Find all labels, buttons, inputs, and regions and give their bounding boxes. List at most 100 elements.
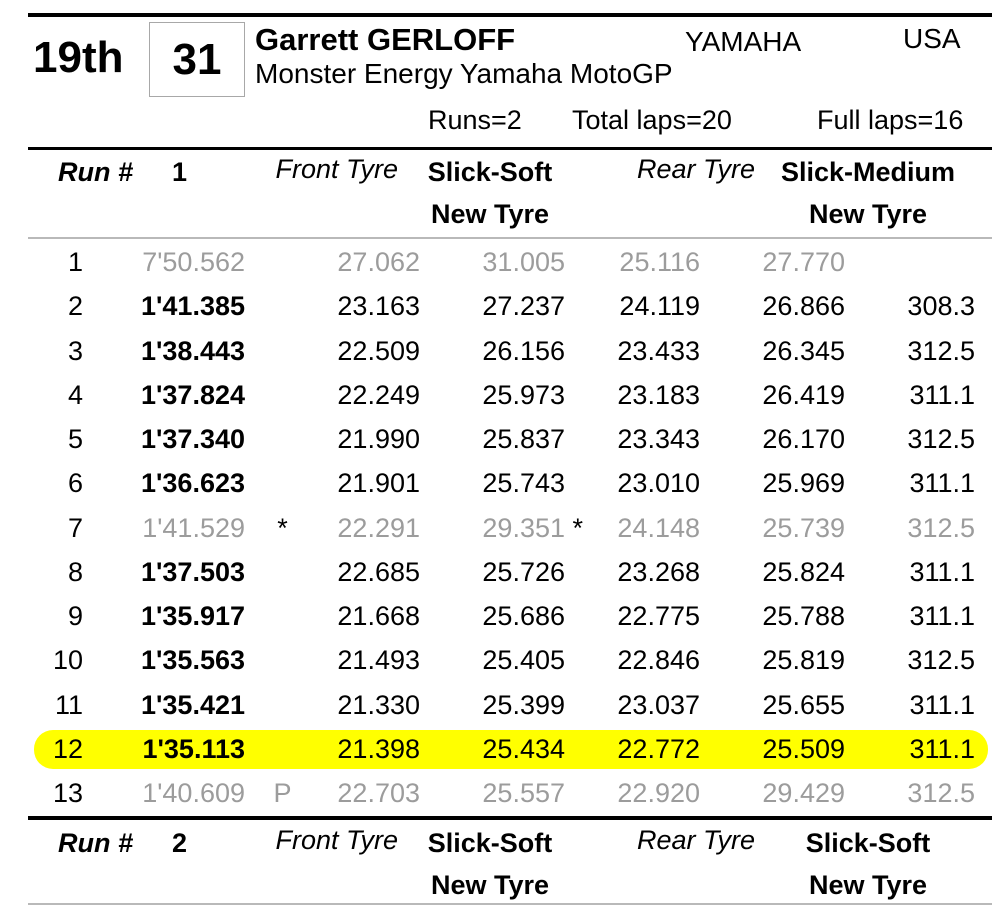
sector-4-time: 25.788 [762, 601, 845, 631]
sector-4-time: 25.819 [762, 645, 845, 676]
sector-3-time: 23.010 [617, 468, 700, 499]
sector-2-time: 29.351 * [425, 506, 583, 550]
sector-1-time: 21.493 [337, 645, 420, 676]
run2-header: Run # 2 Front Tyre Slick-Soft New Tyre R… [0, 821, 992, 909]
top-speed: 312.5 [907, 424, 975, 454]
sector-3-time: 24.119 [619, 291, 700, 322]
lap-row: 6 1'36.623 21.901 25.743 23.010 25.969 3… [0, 461, 992, 505]
lap-number: 10 [52, 645, 83, 676]
lap-flag [250, 683, 315, 727]
lap-time: 1'35.113 [142, 733, 245, 764]
run1-header: Run # 1 Front Tyre Slick-Soft New Tyre R… [0, 150, 992, 238]
lap-number: 9 [67, 601, 83, 631]
lap-row: 10 1'35.563 21.493 25.405 22.846 25.819 … [0, 638, 992, 682]
top-speed: 311.1 [909, 556, 975, 587]
run1-header-rule [28, 237, 992, 239]
lap-flag [250, 461, 315, 505]
sector-1-time: 21.398 [337, 733, 420, 764]
lap-table: 1 7'50.562 27.062 31.005 25.116 27.770 2… [0, 240, 992, 815]
sector-2-time: 25.726 [425, 550, 570, 594]
sector-1-time: 21.330 [337, 689, 420, 720]
sector-1-time: 22.509 [337, 335, 420, 366]
sector-3-time: 23.268 [617, 556, 700, 587]
run-label: Run # [58, 828, 134, 858]
run-number: 1 [172, 157, 188, 187]
sector-2-value: 25.405 [482, 645, 565, 676]
lap-flag [250, 240, 315, 284]
top-speed [850, 240, 980, 284]
sector-2-value: 25.743 [482, 468, 565, 499]
top-speed: 312.5 [907, 335, 975, 366]
run-label: Run # [58, 157, 134, 187]
top-rule [28, 13, 992, 17]
lap-time: 1'37.503 [140, 556, 245, 587]
lap-flag [250, 727, 315, 771]
rear-tyre-status: New Tyre [808, 199, 928, 229]
lap-flag [250, 594, 315, 638]
front-tyre-status: New Tyre [430, 870, 550, 900]
lap-number: 7 [67, 512, 83, 543]
lap-number: 8 [67, 556, 83, 587]
lap-row: 12 1'35.113 21.398 25.434 22.772 25.509 … [0, 727, 992, 771]
sector-4-time: 25.509 [762, 733, 845, 764]
sector-2-time: 25.837 [425, 417, 570, 461]
lap-time: 1'35.563 [140, 645, 245, 676]
sector-3-time: 22.920 [617, 778, 700, 808]
lap-row: 8 1'37.503 22.685 25.726 23.268 25.824 3… [0, 550, 992, 594]
classification-position: 19th [33, 33, 124, 82]
full-laps: Full laps=16 [817, 105, 964, 135]
country: USA [903, 23, 961, 54]
sector-2-time: 25.399 [425, 683, 570, 727]
lap-row: 11 1'35.421 21.330 25.399 23.037 25.655 … [0, 683, 992, 727]
lap-row: 7 1'41.529 * 22.291 29.351 * 24.148 25.73… [0, 506, 992, 550]
header-bottom-rule [28, 147, 992, 150]
lap-flag [250, 417, 315, 461]
sector-4-time: 27.770 [762, 247, 845, 277]
sector-1-time: 22.291 [337, 512, 420, 543]
sector-4-time: 26.170 [762, 424, 845, 454]
lap-row: 9 1'35.917 21.668 25.686 22.775 25.788 3… [0, 594, 992, 638]
sector-2-value: 25.726 [482, 556, 565, 587]
sector-3-time: 22.775 [617, 601, 700, 631]
front-tyre-label: Front Tyre [275, 154, 398, 184]
front-tyre-compound: Slick-Soft [427, 828, 553, 858]
lap-number: 5 [67, 424, 83, 454]
sector-2-time: 25.405 [425, 638, 570, 682]
rear-tyre-compound: Slick-Medium [780, 157, 956, 187]
rear-tyre-compound: Slick-Soft [805, 828, 931, 858]
sector-3-time: 23.037 [617, 689, 700, 720]
sector-1-time: 22.703 [337, 778, 420, 808]
top-speed: 311.1 [909, 733, 975, 764]
sector-2-value: 25.837 [482, 424, 565, 454]
sector-2-time: 25.557 [425, 771, 570, 815]
sector-4-time: 26.345 [762, 335, 845, 366]
lap-row: 1 7'50.562 27.062 31.005 25.116 27.770 [0, 240, 992, 284]
lap-flag: P [273, 778, 292, 808]
lap-time: 1'35.421 [140, 689, 245, 720]
lap-flag [250, 373, 315, 417]
sector-1-time: 27.062 [337, 247, 420, 277]
top-speed: 312.5 [907, 778, 975, 808]
front-tyre-label: Front Tyre [275, 825, 398, 855]
rider-name: Garrett GERLOFF [255, 22, 516, 57]
total-laps: Total laps=20 [572, 105, 732, 135]
lap-time: 1'36.623 [140, 468, 245, 499]
sector-3-time: 22.846 [617, 645, 700, 676]
top-speed: 311.1 [909, 601, 975, 631]
sector-2-value: 25.686 [482, 601, 565, 631]
sector-4-time: 25.655 [762, 689, 845, 720]
sector-2-time: 25.973 [425, 373, 570, 417]
sector-1-time: 21.901 [337, 468, 420, 499]
sector-1-time: 21.990 [337, 424, 420, 454]
lap-number: 6 [67, 468, 83, 499]
rear-tyre-label: Rear Tyre [636, 825, 755, 855]
top-speed: 312.5 [907, 645, 975, 676]
lap-time: 1'40.609 [142, 778, 245, 808]
lap-row: 2 1'41.385 23.163 27.237 24.119 26.866 3… [0, 284, 992, 328]
run2-header-rule [28, 903, 992, 905]
sector-3-time: 25.116 [619, 247, 700, 277]
sector-4-time: 25.824 [762, 556, 845, 587]
sector-4-time: 25.969 [762, 468, 845, 499]
lap-flag: * [277, 512, 288, 543]
